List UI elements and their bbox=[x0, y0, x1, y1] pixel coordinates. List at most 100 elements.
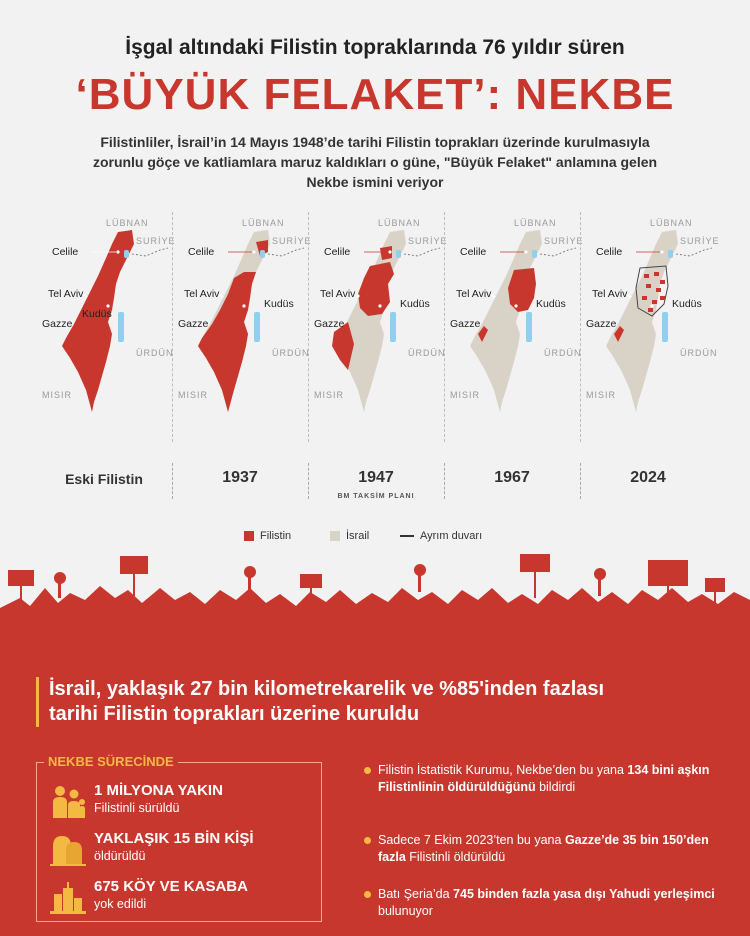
map-label-syria: SURİYE bbox=[544, 236, 584, 246]
fact-bold: 134 bini aşkın Filistinlinin öldürüldüğü… bbox=[378, 763, 710, 794]
period-label: 1947 bbox=[358, 469, 394, 486]
map-label-egypt: MISIR bbox=[42, 390, 73, 400]
subtitle: İşgal altındaki Filistin topraklarında 7… bbox=[125, 36, 625, 59]
map-label-lebanon: LÜBNAN bbox=[514, 218, 557, 228]
stat-killed-label: öldürüldü bbox=[94, 849, 146, 863]
map-4: LÜBNAN SURİYE ÜRDÜN MISIR Celile Tel Aviv Gazz… bbox=[580, 212, 719, 442]
protest-crowd-icon bbox=[0, 554, 750, 658]
legend-palestine-label: Filistin bbox=[260, 530, 292, 542]
map-label-celile: Celile bbox=[188, 246, 215, 258]
map-label-jordan: ÜRDÜN bbox=[272, 348, 310, 358]
map-label-jordan: ÜRDÜN bbox=[544, 348, 582, 358]
map-divider bbox=[172, 212, 173, 442]
map-2: LÜBNAN SURİYE ÜRDÜN MISIR Celile Tel Aviv Gazz… bbox=[308, 212, 447, 442]
fact-item: Batı Şeria’da 745 binden fazla yasa dışı… bbox=[364, 886, 724, 920]
headline-line2: tarihi Filistin toprakları üzerine kurul… bbox=[49, 703, 420, 725]
legend-israel-swatch bbox=[330, 531, 340, 541]
refugees-icon bbox=[53, 786, 85, 818]
map-label-celile: Celile bbox=[324, 246, 351, 258]
period-divider bbox=[580, 463, 581, 499]
period-divider bbox=[308, 463, 309, 499]
description: Filistinliler, İsrail’in 14 Mayıs 1948’d… bbox=[92, 134, 658, 190]
map-label-jordan: ÜRDÜN bbox=[408, 348, 446, 358]
ruins-icon bbox=[50, 882, 86, 914]
map-label-lebanon: LÜBNAN bbox=[106, 218, 149, 228]
map-svg-4 bbox=[606, 230, 713, 412]
map-label-egypt: MISIR bbox=[586, 390, 617, 400]
map-label-jordan: ÜRDÜN bbox=[680, 348, 718, 358]
map-1: LÜBNAN SURİYE ÜRDÜN MISIR Celile Tel Aviv Gazz… bbox=[172, 212, 311, 442]
map-label-kudus: Kudüs bbox=[536, 298, 566, 310]
fact-text: bulunuyor bbox=[378, 904, 433, 918]
period-label: 2024 bbox=[630, 469, 666, 486]
map-0: LÜBNAN SURİYE ÜRDÜN MISIR Celile Tel Aviv Gazz… bbox=[36, 212, 175, 442]
stat-displaced-label: Filistinli sürüldü bbox=[94, 801, 180, 815]
graves-icon bbox=[50, 836, 86, 866]
map-label-egypt: MISIR bbox=[178, 390, 209, 400]
bottom-section bbox=[0, 650, 750, 936]
map-label-egypt: MISIR bbox=[314, 390, 345, 400]
map-label-syria: SURİYE bbox=[136, 236, 176, 246]
map-divider bbox=[308, 212, 309, 442]
map-3: LÜBNAN SURİYE ÜRDÜN MISIR Celile Tel Aviv Gazz… bbox=[444, 212, 583, 442]
map-label-egypt: MISIR bbox=[450, 390, 481, 400]
period-divider bbox=[172, 463, 173, 499]
period-label: 1967 bbox=[494, 469, 530, 486]
map-label-telaviv: Tel Aviv bbox=[184, 288, 220, 300]
stat-villages-label: yok edildi bbox=[94, 897, 147, 911]
map-label-telaviv: Tel Aviv bbox=[48, 288, 84, 300]
map-label-kudus: Kudüs bbox=[82, 308, 112, 320]
map-label-gazze: Gazze bbox=[450, 318, 481, 330]
stat-villages: 675 KÖY VE KASABA yok edildi bbox=[50, 878, 320, 918]
map-label-kudus: Kudüs bbox=[400, 298, 430, 310]
stat-killed: YAKLAŞIK 15 BİN KİŞİ öldürüldü bbox=[50, 830, 320, 870]
fact-item: Filistin İstatistik Kurumu, Nekbe’den bu… bbox=[364, 762, 724, 796]
map-label-syria: SURİYE bbox=[272, 236, 312, 246]
fact-text: bildirdi bbox=[535, 780, 576, 794]
nekbe-box-title: NEKBE SÜRECİNDE bbox=[44, 754, 178, 769]
map-label-syria: SURİYE bbox=[680, 236, 720, 246]
fact-text: Filistinli öldürüldü bbox=[405, 850, 506, 864]
map-svg-2 bbox=[332, 230, 441, 412]
map-label-syria: SURİYE bbox=[408, 236, 448, 246]
page-title: ‘BÜYÜK FELAKET’: NEKBE bbox=[75, 70, 675, 119]
legend-palestine-swatch bbox=[244, 531, 254, 541]
fact-text: Filistin İstatistik Kurumu, Nekbe’den bu… bbox=[378, 763, 628, 777]
period-label: 1937 bbox=[222, 469, 258, 486]
legend-palestine: Filistin bbox=[244, 530, 291, 542]
fact-text: Batı Şeria’da bbox=[378, 887, 454, 901]
map-label-telaviv: Tel Aviv bbox=[592, 288, 628, 300]
map-divider bbox=[580, 212, 581, 442]
map-label-gazze: Gazze bbox=[314, 318, 345, 330]
map-label-jordan: ÜRDÜN bbox=[136, 348, 174, 358]
map-label-gazze: Gazze bbox=[42, 318, 73, 330]
headline: İsrail, yaklaşık 27 bin kilometrekarelik… bbox=[36, 677, 716, 727]
period-label: Eski Filistin bbox=[65, 471, 143, 487]
map-label-lebanon: LÜBNAN bbox=[242, 218, 285, 228]
fact-bold: 745 binden fazla yasa dışı Yahudi yerleş… bbox=[453, 887, 715, 901]
legend: Filistin İsrail Ayrım duvarı bbox=[0, 530, 750, 548]
period-sublabel: BM TAKSİM PLANI bbox=[337, 493, 415, 500]
maps-row: LÜBNAN SURİYE ÜRDÜN MISIR Celile Tel Aviv Gazz… bbox=[36, 212, 719, 442]
legend-wall-label: Ayrım duvarı bbox=[420, 530, 483, 542]
map-svg-3 bbox=[470, 230, 577, 412]
map-label-lebanon: LÜBNAN bbox=[650, 218, 693, 228]
nekbe-box bbox=[36, 762, 322, 922]
stat-villages-value: 675 KÖY VE KASABA bbox=[94, 878, 248, 895]
map-label-celile: Celile bbox=[460, 246, 487, 258]
map-label-kudus: Kudüs bbox=[672, 298, 702, 310]
map-divider bbox=[444, 212, 445, 442]
map-label-kudus: Kudüs bbox=[264, 298, 294, 310]
map-label-lebanon: LÜBNAN bbox=[378, 218, 421, 228]
map-territory bbox=[62, 230, 134, 412]
map-label-celile: Celile bbox=[596, 246, 623, 258]
legend-israel-label: İsrail bbox=[346, 530, 370, 542]
map-territory bbox=[606, 230, 678, 412]
fact-item: Sadece 7 Ekim 2023’ten bu yana Gazze’de … bbox=[364, 832, 724, 866]
stat-displaced: 1 MİLYONA YAKIN Filistinli sürüldü bbox=[50, 782, 320, 822]
map-label-telaviv: Tel Aviv bbox=[456, 288, 492, 300]
fact-text: Sadece 7 Ekim 2023’ten bu yana bbox=[378, 833, 565, 847]
fact-bold: Gazze’de 35 bin 150’den fazla bbox=[378, 833, 709, 864]
map-svg-1 bbox=[198, 230, 305, 412]
map-svg-0 bbox=[62, 230, 169, 412]
